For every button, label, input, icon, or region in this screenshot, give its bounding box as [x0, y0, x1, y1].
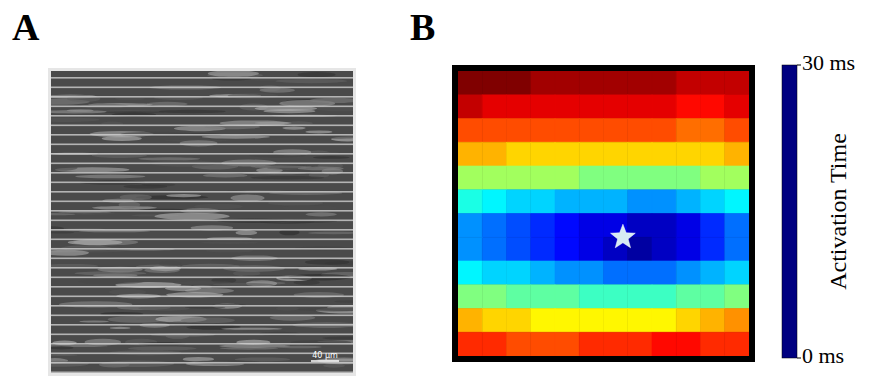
- svg-text:30 ms: 30 ms: [802, 50, 855, 75]
- html-text:B: B: [410, 6, 436, 48]
- svg-text:40 μm: 40 μm: [312, 351, 338, 360]
- html-text:A: A: [12, 6, 40, 48]
- svg-text:0 ms: 0 ms: [802, 343, 844, 368]
- svg-text:Activation Time: Activation Time: [825, 133, 851, 290]
